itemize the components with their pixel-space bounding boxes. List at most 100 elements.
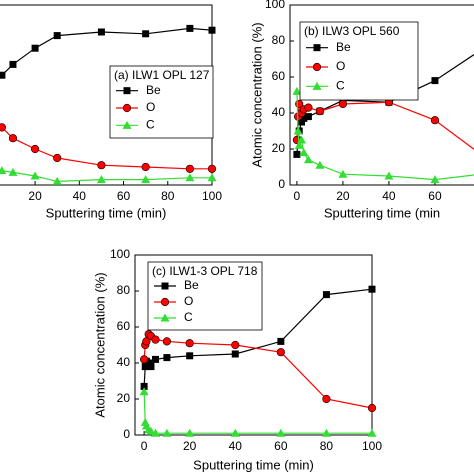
marker bbox=[123, 87, 131, 95]
x-tick-label: 40 bbox=[229, 439, 243, 453]
legend-label: C bbox=[146, 118, 155, 132]
y-axis-label: Atomic concentration (%) bbox=[92, 272, 107, 417]
marker bbox=[322, 394, 331, 404]
x-tick-label: 20 bbox=[336, 189, 350, 203]
x-tick-label: 0 bbox=[141, 439, 148, 453]
marker bbox=[151, 335, 160, 344]
marker bbox=[52, 176, 62, 185]
y-tick-label: 100 bbox=[265, 0, 285, 11]
marker bbox=[140, 355, 149, 364]
marker bbox=[430, 116, 440, 125]
marker bbox=[207, 173, 217, 182]
x-tick-label: 100 bbox=[202, 189, 222, 203]
marker bbox=[338, 169, 348, 178]
y-tick-label: 20 bbox=[117, 391, 131, 405]
marker bbox=[30, 171, 40, 180]
marker bbox=[298, 118, 306, 126]
marker bbox=[160, 313, 170, 322]
y-tick-label: 0 bbox=[123, 427, 130, 441]
x-tick-label: 100 bbox=[362, 439, 382, 453]
marker bbox=[338, 99, 348, 109]
marker bbox=[0, 71, 6, 79]
legend-label: C bbox=[184, 310, 193, 324]
marker bbox=[141, 162, 150, 172]
marker bbox=[231, 340, 240, 350]
x-tick-label: 80 bbox=[161, 189, 175, 203]
marker bbox=[151, 428, 161, 437]
marker bbox=[9, 60, 17, 68]
marker bbox=[304, 113, 312, 121]
legend-label: O bbox=[146, 100, 155, 114]
marker bbox=[322, 291, 330, 299]
marker bbox=[161, 282, 169, 290]
marker bbox=[304, 103, 313, 112]
x-axis-label: Sputtering time (min) bbox=[46, 205, 167, 220]
marker bbox=[313, 44, 321, 52]
marker bbox=[96, 175, 106, 184]
marker bbox=[152, 355, 160, 363]
marker bbox=[162, 337, 172, 346]
x-tick-label: 20 bbox=[28, 189, 42, 203]
marker bbox=[147, 363, 155, 371]
legend-title: (c) ILW1-3 OPL 718 bbox=[152, 264, 258, 278]
legend-label: O bbox=[184, 294, 193, 308]
marker bbox=[141, 363, 149, 371]
y-tick-label: 20 bbox=[272, 141, 286, 155]
marker bbox=[207, 164, 217, 173]
marker bbox=[293, 150, 301, 158]
marker bbox=[185, 428, 195, 437]
legend-label: C bbox=[336, 79, 345, 93]
series-line bbox=[1, 170, 212, 183]
series-line bbox=[143, 333, 373, 409]
marker bbox=[276, 348, 285, 357]
marker bbox=[97, 161, 106, 170]
x-axis-label: Sputtering time (min bbox=[324, 205, 440, 220]
y-tick-label: 40 bbox=[117, 355, 131, 369]
marker bbox=[31, 44, 39, 52]
marker bbox=[162, 428, 172, 437]
marker bbox=[299, 148, 309, 157]
x-tick-label: 60 bbox=[428, 189, 442, 203]
y-tick-label: 40 bbox=[272, 105, 286, 119]
marker bbox=[97, 28, 105, 36]
y-axis-label: Atomic concentration (%) bbox=[249, 22, 264, 167]
series-line bbox=[143, 391, 372, 434]
marker bbox=[186, 24, 194, 32]
marker bbox=[384, 171, 394, 180]
marker bbox=[185, 164, 194, 173]
x-tick-label: 80 bbox=[320, 439, 334, 453]
marker bbox=[368, 285, 376, 293]
marker bbox=[367, 428, 377, 437]
marker bbox=[142, 30, 150, 38]
marker bbox=[312, 81, 322, 90]
marker bbox=[122, 120, 132, 129]
legend-label: O bbox=[336, 59, 345, 73]
panel: 02040608020406080100Sputtering time (min… bbox=[249, 0, 474, 220]
marker bbox=[160, 297, 170, 307]
plot-frame bbox=[134, 254, 373, 436]
marker bbox=[140, 382, 148, 390]
marker bbox=[231, 350, 239, 358]
marker bbox=[0, 123, 7, 132]
marker bbox=[208, 26, 216, 34]
y-tick-label: 0 bbox=[278, 177, 285, 191]
plot-frame bbox=[289, 4, 474, 186]
x-tick-label: 40 bbox=[73, 189, 87, 203]
marker bbox=[293, 126, 303, 135]
marker bbox=[300, 114, 308, 122]
marker bbox=[53, 153, 62, 163]
marker bbox=[186, 352, 194, 360]
x-tick-label: 40 bbox=[382, 189, 396, 203]
marker bbox=[276, 428, 286, 437]
legend-label: Be bbox=[146, 83, 161, 97]
x-tick-label: 20 bbox=[183, 439, 197, 453]
y-tick-label: 60 bbox=[272, 69, 286, 83]
marker bbox=[145, 359, 153, 367]
y-tick-label: 100 bbox=[110, 247, 130, 261]
marker bbox=[122, 103, 132, 113]
marker bbox=[431, 77, 439, 85]
